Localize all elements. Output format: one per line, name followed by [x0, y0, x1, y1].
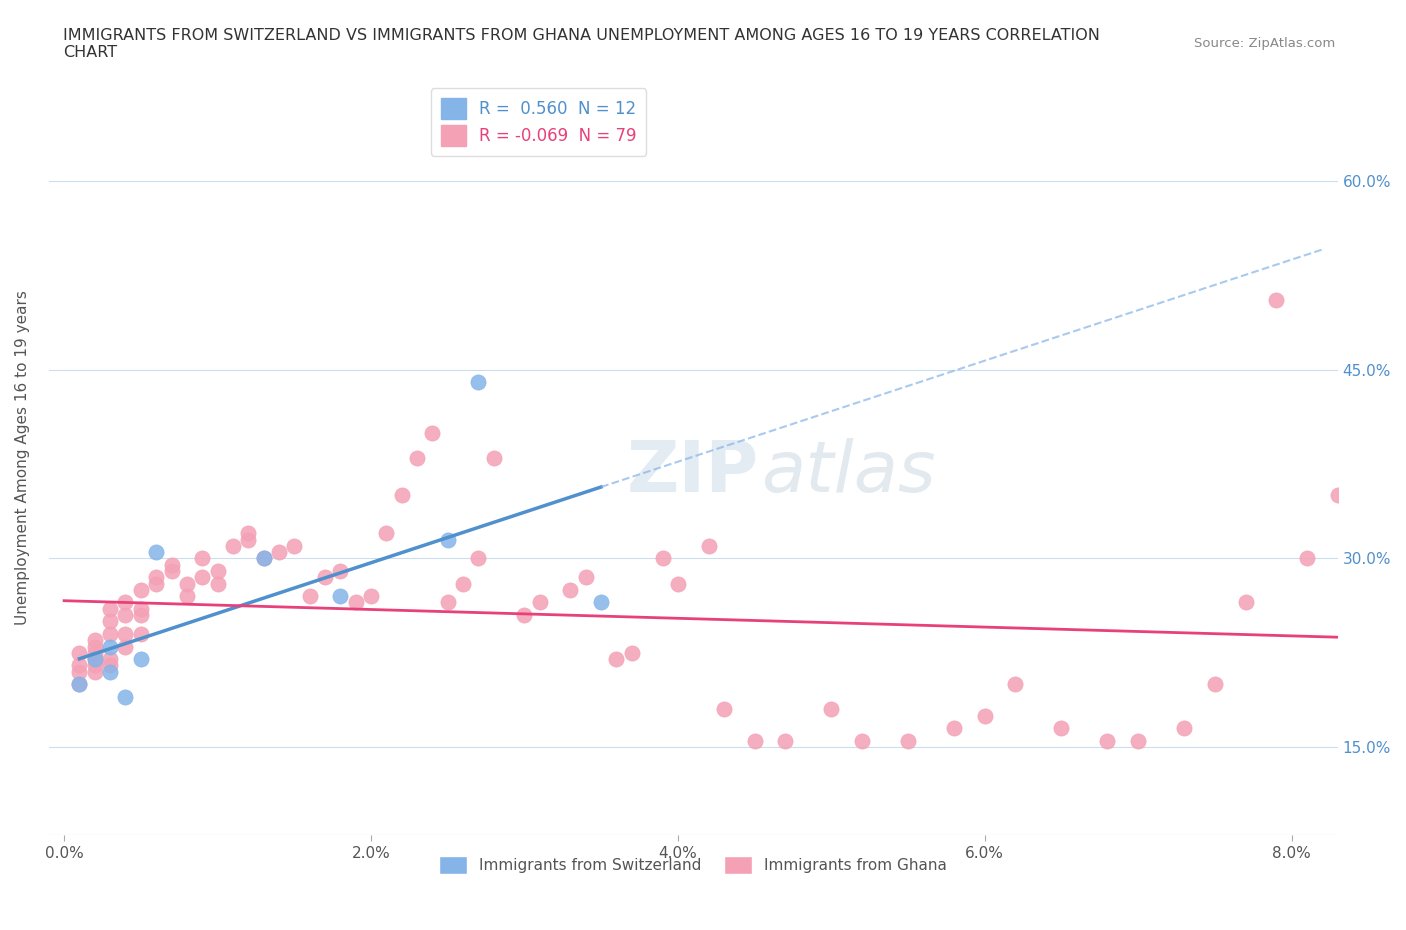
Point: [775, 734, 797, 749]
Point: [67, 658, 90, 672]
Point: [207, 576, 229, 591]
Point: [114, 607, 136, 622]
Text: ZIP: ZIP: [627, 438, 759, 507]
Point: [83, 652, 105, 667]
Point: [98, 639, 121, 654]
Point: [422, 425, 444, 440]
Point: [1050, 721, 1073, 736]
Point: [329, 564, 352, 578]
Point: [222, 538, 245, 553]
Point: [176, 589, 198, 604]
Point: [67, 677, 90, 692]
Point: [329, 589, 352, 604]
Point: [1296, 551, 1319, 565]
Point: [1234, 595, 1257, 610]
Point: [129, 607, 152, 622]
Point: [114, 639, 136, 654]
Point: [67, 645, 90, 660]
Point: [666, 576, 689, 591]
Point: [1204, 677, 1226, 692]
Point: [114, 627, 136, 642]
Point: [467, 551, 489, 565]
Point: [83, 645, 105, 660]
Point: [98, 602, 121, 617]
Point: [744, 734, 766, 749]
Point: [83, 632, 105, 647]
Point: [575, 570, 598, 585]
Point: [697, 538, 720, 553]
Text: atlas: atlas: [761, 438, 935, 507]
Point: [129, 582, 152, 597]
Point: [513, 607, 536, 622]
Point: [252, 551, 274, 565]
Point: [1128, 734, 1150, 749]
Point: [391, 488, 413, 503]
Point: [160, 564, 183, 578]
Point: [620, 645, 643, 660]
Point: [605, 652, 627, 667]
Point: [1004, 677, 1026, 692]
Point: [98, 658, 121, 672]
Legend: Immigrants from Switzerland, Immigrants from Ghana: Immigrants from Switzerland, Immigrants …: [433, 850, 953, 881]
Point: [98, 627, 121, 642]
Point: [283, 538, 305, 553]
Point: [651, 551, 673, 565]
Point: [1173, 721, 1195, 736]
Point: [191, 570, 214, 585]
Point: [973, 709, 995, 724]
Point: [83, 664, 105, 679]
Point: [83, 639, 105, 654]
Point: [436, 532, 458, 547]
Point: [451, 576, 474, 591]
Point: [98, 614, 121, 629]
Point: [897, 734, 920, 749]
Point: [67, 677, 90, 692]
Point: [344, 595, 367, 610]
Point: [252, 551, 274, 565]
Point: [207, 564, 229, 578]
Point: [83, 658, 105, 672]
Point: [560, 582, 582, 597]
Point: [1097, 734, 1119, 749]
Point: [375, 525, 398, 540]
Point: [145, 545, 167, 560]
Point: [191, 551, 214, 565]
Point: [267, 545, 290, 560]
Point: [129, 602, 152, 617]
Point: [145, 576, 167, 591]
Point: [713, 702, 735, 717]
Point: [83, 652, 105, 667]
Point: [67, 664, 90, 679]
Point: [406, 450, 429, 465]
Point: [360, 589, 382, 604]
Point: [129, 652, 152, 667]
Point: [467, 375, 489, 390]
Point: [851, 734, 873, 749]
Point: [482, 450, 505, 465]
Point: [298, 589, 321, 604]
Point: [238, 532, 260, 547]
Point: [238, 525, 260, 540]
Point: [529, 595, 551, 610]
Point: [591, 595, 613, 610]
Text: IMMIGRANTS FROM SWITZERLAND VS IMMIGRANTS FROM GHANA UNEMPLOYMENT AMONG AGES 16 : IMMIGRANTS FROM SWITZERLAND VS IMMIGRANT…: [63, 28, 1099, 60]
Point: [1265, 293, 1288, 308]
Y-axis label: Unemployment Among Ages 16 to 19 years: Unemployment Among Ages 16 to 19 years: [15, 290, 30, 625]
Point: [943, 721, 966, 736]
Point: [114, 595, 136, 610]
Point: [98, 664, 121, 679]
Point: [820, 702, 842, 717]
Point: [129, 627, 152, 642]
Point: [145, 570, 167, 585]
Point: [314, 570, 336, 585]
Point: [114, 689, 136, 704]
Point: [98, 652, 121, 667]
Point: [176, 576, 198, 591]
Point: [436, 595, 458, 610]
Point: [160, 557, 183, 572]
Point: [1326, 488, 1348, 503]
Text: Source: ZipAtlas.com: Source: ZipAtlas.com: [1195, 37, 1336, 50]
